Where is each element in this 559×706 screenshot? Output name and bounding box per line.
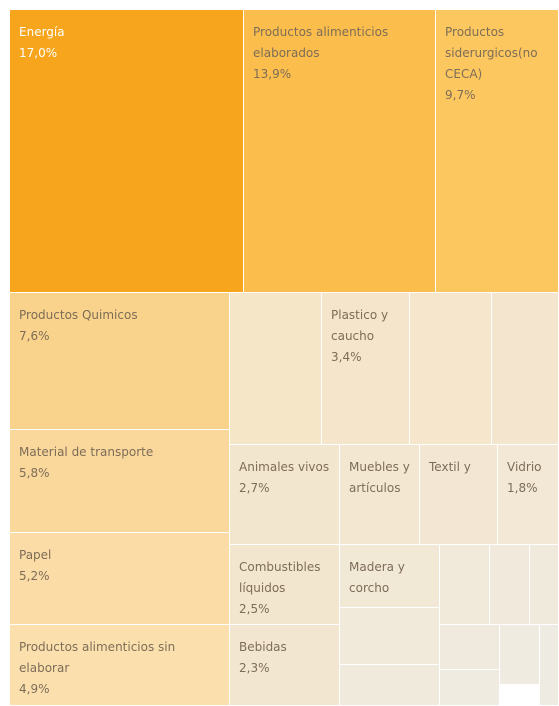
- tile-value: 7,6%: [19, 329, 50, 343]
- tile-value: 1,8%: [507, 481, 538, 495]
- tile-value: 5,8%: [19, 466, 50, 480]
- tile-value: 4,9%: [19, 682, 50, 696]
- tile: Combustibles líquidos 2,5%: [230, 545, 340, 625]
- tile-label: Vidrio: [507, 460, 542, 474]
- tile-label: Bebidas: [239, 640, 287, 654]
- tile-value: 2,3%: [239, 661, 270, 675]
- tile-value: 2,5%: [239, 602, 270, 616]
- tile-value: 13,9%: [253, 67, 292, 81]
- tile: [440, 670, 500, 706]
- tile-value: 2,7%: [239, 481, 270, 495]
- tile-label: Combustibles líquidos: [239, 560, 321, 595]
- tile-label: Muebles y artículos: [349, 460, 410, 495]
- tile: [440, 625, 500, 670]
- tile: Textil y: [420, 445, 498, 545]
- tile-label: Madera y corcho: [349, 560, 405, 595]
- tile-label: Plastico y caucho: [331, 308, 389, 343]
- tile: Vidrio 1,8%: [498, 445, 559, 545]
- tile: Productos siderurgicos(no CECA) 9,7%: [436, 10, 559, 293]
- tile: Plastico y caucho 3,4%: [322, 293, 410, 445]
- tile: [410, 293, 492, 445]
- tile-label: Textil y: [429, 460, 471, 474]
- tile-value: 17,0%: [19, 46, 58, 60]
- tile: Energía 17,0%: [10, 10, 244, 293]
- tile: Madera y corcho: [340, 545, 440, 608]
- tile: [340, 665, 440, 706]
- tile-value: 3,4%: [331, 350, 362, 364]
- tile: Productos Quimicos 7,6%: [10, 293, 230, 430]
- tile: [500, 625, 540, 685]
- tile: [340, 608, 440, 665]
- tile-label: Material de transporte: [19, 445, 154, 459]
- tile: Bebidas 2,3%: [230, 625, 340, 706]
- tile: Productos alimenticios sin elaborar 4,9%: [10, 625, 230, 706]
- tile-label: Productos alimenticios elaborados: [253, 25, 389, 60]
- tile: [530, 545, 559, 625]
- tile: Animales vivos 2,7%: [230, 445, 340, 545]
- tile: [540, 625, 559, 706]
- tile-label: Productos alimenticios sin elaborar: [19, 640, 176, 675]
- tile: [230, 293, 322, 445]
- tile-value: 9,7%: [445, 88, 476, 102]
- tile-label: Animales vivos: [239, 460, 330, 474]
- tile-label: Productos siderurgicos(no CECA): [445, 25, 538, 81]
- tile-label: Energía: [19, 25, 65, 39]
- tile: [490, 545, 530, 625]
- tile: Muebles y artículos: [340, 445, 420, 545]
- tile-value: 5,2%: [19, 569, 50, 583]
- tile: Material de transporte 5,8%: [10, 430, 230, 533]
- tile: Productos alimenticios elaborados 13,9%: [244, 10, 436, 293]
- tile: [492, 293, 559, 445]
- tile: [440, 545, 490, 625]
- tile: Papel 5,2%: [10, 533, 230, 625]
- tile-label: Productos Quimicos: [19, 308, 138, 322]
- tile-label: Papel: [19, 548, 52, 562]
